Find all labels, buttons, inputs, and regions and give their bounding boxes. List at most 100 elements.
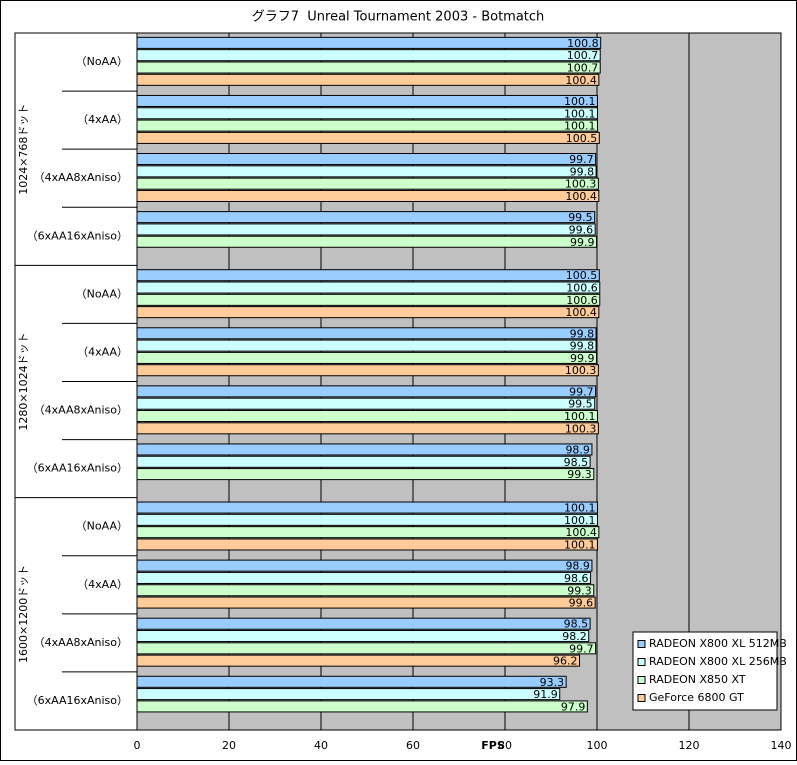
- x-tick-label: 40: [314, 739, 328, 752]
- y-tick-label: （4xAA）: [77, 113, 128, 126]
- bar: [136, 596, 596, 609]
- plot-area: [137, 33, 781, 730]
- value-label: 100.3: [565, 364, 597, 377]
- value-label: 99.3: [567, 584, 592, 597]
- x-tick-label: 60: [406, 739, 420, 752]
- value-label: 99.7: [569, 385, 594, 398]
- bar: [136, 654, 581, 667]
- bar: [136, 501, 598, 514]
- value-label: 98.9: [565, 443, 590, 456]
- value-label: 99.3: [567, 468, 592, 481]
- legend-box: [632, 631, 778, 711]
- bar: [136, 700, 588, 713]
- bar: [136, 73, 600, 86]
- bar: [136, 165, 597, 178]
- bar: [136, 675, 567, 688]
- value-label: 99.9: [570, 236, 595, 249]
- value-label: 99.8: [570, 327, 595, 340]
- value-label: 100.5: [566, 132, 598, 145]
- y-tick-label: （4xAA）: [77, 578, 128, 591]
- value-label: 100.1: [564, 95, 596, 108]
- bar: [136, 61, 601, 74]
- group-label: 1600×1200ドット: [17, 565, 30, 663]
- bar: [136, 642, 597, 655]
- legend-swatch: [637, 658, 646, 666]
- x-axis-label: FPS: [481, 739, 505, 752]
- x-tick-label: 140: [771, 739, 792, 752]
- value-label: 91.9: [533, 688, 558, 701]
- value-label: 100.1: [564, 107, 596, 120]
- value-label: 100.4: [565, 190, 597, 203]
- value-label: 100.3: [565, 178, 597, 191]
- value-label: 100.3: [565, 422, 597, 435]
- y-tick-label: （6xAA16xAniso）: [27, 229, 128, 242]
- value-label: 100.1: [564, 120, 596, 133]
- bar: [136, 397, 596, 410]
- x-tick-label: 100: [587, 739, 608, 752]
- bar: [136, 630, 590, 643]
- y-tick-label: （6xAA16xAniso）: [27, 462, 128, 475]
- bar: [136, 443, 593, 456]
- bar: [136, 617, 591, 630]
- bar: [136, 351, 598, 364]
- value-label: 100.1: [564, 410, 596, 423]
- value-label: 99.8: [570, 340, 595, 353]
- bar: [136, 513, 598, 526]
- value-label: 100.1: [564, 538, 596, 551]
- bar: [136, 455, 591, 468]
- value-label: 98.6: [564, 572, 589, 585]
- group-label: 1280×1024ドット: [17, 332, 30, 430]
- x-tick-label: 80: [498, 739, 512, 752]
- bar: [136, 36, 602, 49]
- value-label: 100.5: [566, 269, 598, 282]
- bar: [136, 584, 595, 597]
- bar: [136, 526, 600, 539]
- bar: [136, 49, 601, 62]
- x-tick-label: 120: [679, 739, 700, 752]
- bar: [136, 293, 601, 306]
- value-label: 97.9: [561, 700, 586, 713]
- bar: [136, 94, 598, 107]
- bar: [136, 211, 596, 224]
- legend-swatch: [637, 640, 646, 648]
- value-label: 100.1: [564, 502, 596, 515]
- value-label: 98.5: [564, 456, 589, 469]
- bar: [136, 422, 599, 435]
- bar: [136, 131, 600, 144]
- value-label: 100.6: [566, 294, 598, 307]
- legend-label: GeForce 6800 GT: [649, 691, 744, 704]
- y-tick-label: （4xAA8xAniso）: [34, 636, 128, 649]
- bar: [136, 571, 592, 584]
- chart-title: グラフ7 Unreal Tournament 2003 - Botmatch: [252, 10, 545, 25]
- bar: [136, 269, 600, 282]
- value-label: 100.6: [566, 282, 598, 295]
- y-tick-label: （4xAA8xAniso）: [34, 171, 128, 184]
- value-label: 98.9: [565, 560, 590, 573]
- y-tick-label: （4xAA8xAniso）: [34, 404, 128, 417]
- value-label: 100.7: [567, 62, 599, 75]
- value-label: 100.4: [565, 74, 597, 87]
- plot-border: [14, 32, 782, 731]
- value-label: 100.4: [565, 526, 597, 539]
- bar: [136, 409, 598, 423]
- value-label: 99.7: [569, 153, 594, 166]
- bar: [136, 468, 595, 481]
- bar: [136, 281, 601, 294]
- bar: [136, 306, 600, 319]
- value-label: 98.2: [562, 630, 587, 643]
- value-label: 100.4: [565, 306, 597, 319]
- legend-swatch: [637, 676, 646, 684]
- bar: [136, 339, 597, 352]
- value-label: 99.6: [569, 223, 594, 236]
- bar: [136, 119, 598, 132]
- legend-label: RADEON X800 XL 512MB: [649, 637, 787, 650]
- value-label: 99.6: [569, 597, 594, 610]
- bar: [136, 385, 597, 398]
- y-tick-label: （NoAA）: [76, 287, 128, 300]
- value-label: 100.7: [567, 49, 599, 62]
- y-tick-label: （4xAA）: [77, 345, 128, 358]
- x-tick-label: 0: [134, 739, 141, 752]
- bar: [136, 223, 596, 236]
